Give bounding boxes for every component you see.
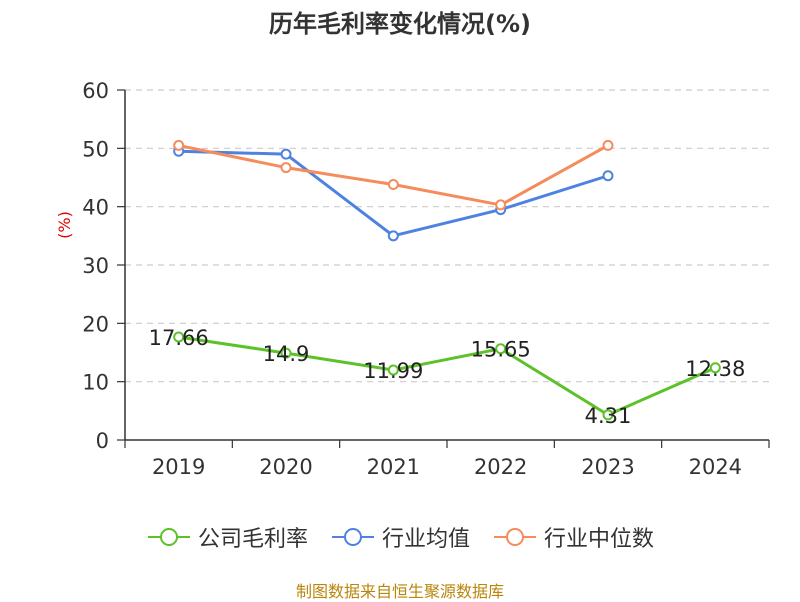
legend-item-industry-mean[interactable]: 行业均值 [330, 521, 470, 553]
legend-label-industry-mean: 行业均值 [381, 527, 470, 552]
data-label: 11.99 [363, 359, 423, 383]
legend-marker-industry-median [494, 528, 536, 546]
series-3 [173, 139, 614, 211]
data-label: 17.66 [149, 326, 209, 350]
x-tick-label: 2023 [581, 455, 634, 479]
data-point [709, 362, 721, 374]
y-tick-label: 60 [82, 79, 109, 103]
data-point [387, 179, 399, 190]
y-tick-label: 40 [82, 196, 109, 220]
y-tick-label: 0 [96, 429, 109, 453]
x-tick-label: 2022 [474, 455, 527, 479]
legend-item-company[interactable]: 公司毛利率 [146, 521, 308, 553]
legend-marker-company [147, 528, 190, 546]
data-label: 14.9 [263, 342, 310, 366]
series-1: 17.66 14.9 11.99 15.65 4.31 12.38 [149, 326, 746, 428]
y-tick-label: 10 [82, 371, 109, 395]
legend: 公司毛利率 行业均值 行业中位数 [0, 520, 800, 554]
data-point [387, 364, 399, 376]
data-point [173, 139, 185, 151]
x-tick-label: 2019 [152, 455, 205, 479]
data-label: 12.38 [685, 357, 745, 381]
x-tick-label: 2020 [259, 455, 312, 479]
data-point [173, 331, 185, 343]
x-tick-label: 2021 [367, 455, 420, 479]
y-tick-label: 30 [82, 254, 109, 278]
data-point [280, 347, 292, 359]
data-point [280, 162, 292, 174]
data-point [602, 409, 614, 421]
data-label: 15.65 [471, 338, 531, 362]
legend-marker-industry-mean [331, 528, 374, 546]
series-line [178, 149, 609, 238]
data-point [495, 199, 507, 211]
data-source-note: 制图数据来自恒生聚源数据库 [295, 582, 504, 601]
data-point [602, 139, 614, 151]
chart-title: 历年毛利率变化情况(%) [269, 10, 531, 38]
legend-item-industry-median[interactable]: 行业中位数 [492, 521, 654, 553]
legend-label-company: 公司毛利率 [197, 527, 308, 552]
y-tick-label: 50 [82, 137, 109, 161]
y-axis-label: (%) [55, 211, 74, 239]
data-point [280, 148, 292, 160]
x-tick-label: 2024 [689, 455, 742, 479]
data-point [387, 230, 399, 242]
data-point [602, 170, 614, 182]
data-point [495, 343, 507, 355]
legend-label-industry-median: 行业中位数 [544, 527, 655, 552]
data-label: 4.31 [585, 404, 632, 428]
series-line [178, 335, 716, 417]
series-2 [173, 145, 614, 242]
y-tick-label: 20 [82, 312, 109, 336]
